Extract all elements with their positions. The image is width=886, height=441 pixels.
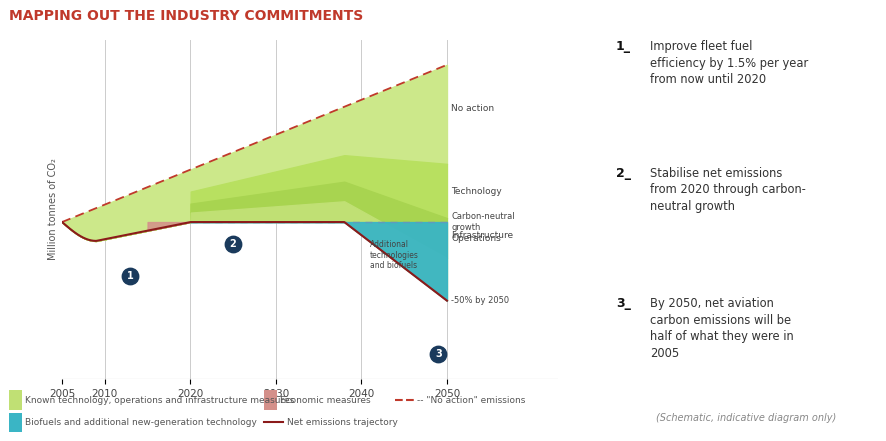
Text: 1: 1 bbox=[127, 270, 134, 280]
Text: Operations: Operations bbox=[451, 234, 501, 243]
Y-axis label: Million tonnes of CO₂: Million tonnes of CO₂ bbox=[48, 158, 58, 261]
Text: By 2050, net aviation
carbon emissions will be
half of what they were in
2005: By 2050, net aviation carbon emissions w… bbox=[650, 297, 794, 360]
Text: 1_: 1_ bbox=[616, 40, 631, 53]
Text: Carbon-neutral
growth: Carbon-neutral growth bbox=[451, 213, 515, 232]
Text: 2: 2 bbox=[229, 239, 237, 249]
Text: 3_: 3_ bbox=[616, 297, 631, 310]
Bar bbox=[9, 390, 22, 410]
Text: -- "No action" emissions: -- "No action" emissions bbox=[417, 396, 525, 404]
Text: Infrastructure: Infrastructure bbox=[451, 231, 513, 240]
Point bbox=[123, 272, 137, 279]
Point bbox=[226, 240, 240, 247]
Text: No action: No action bbox=[451, 104, 494, 112]
Point bbox=[431, 351, 446, 358]
Bar bbox=[264, 390, 277, 410]
Text: Stabilise net emissions
from 2020 through carbon-
neutral growth: Stabilise net emissions from 2020 throug… bbox=[650, 167, 806, 213]
Text: Biofuels and additional new-generation technology: Biofuels and additional new-generation t… bbox=[25, 418, 257, 427]
Text: 3: 3 bbox=[435, 349, 442, 359]
Text: Known technology, operations and infrastructure measures: Known technology, operations and infrast… bbox=[25, 396, 294, 404]
Text: Additional
technologies
and biofuels: Additional technologies and biofuels bbox=[370, 240, 419, 270]
Text: Improve fleet fuel
efficiency by 1.5% per year
from now until 2020: Improve fleet fuel efficiency by 1.5% pe… bbox=[650, 40, 809, 86]
Text: (Schematic, indicative diagram only): (Schematic, indicative diagram only) bbox=[656, 413, 835, 423]
Text: 2_: 2_ bbox=[616, 167, 631, 179]
Text: Economic measures: Economic measures bbox=[280, 396, 370, 404]
Text: -50% by 2050: -50% by 2050 bbox=[451, 296, 509, 305]
Text: Technology: Technology bbox=[451, 187, 502, 195]
Bar bbox=[9, 413, 22, 432]
Text: MAPPING OUT THE INDUSTRY COMMITMENTS: MAPPING OUT THE INDUSTRY COMMITMENTS bbox=[9, 9, 363, 23]
Text: Net emissions trajectory: Net emissions trajectory bbox=[287, 418, 398, 427]
